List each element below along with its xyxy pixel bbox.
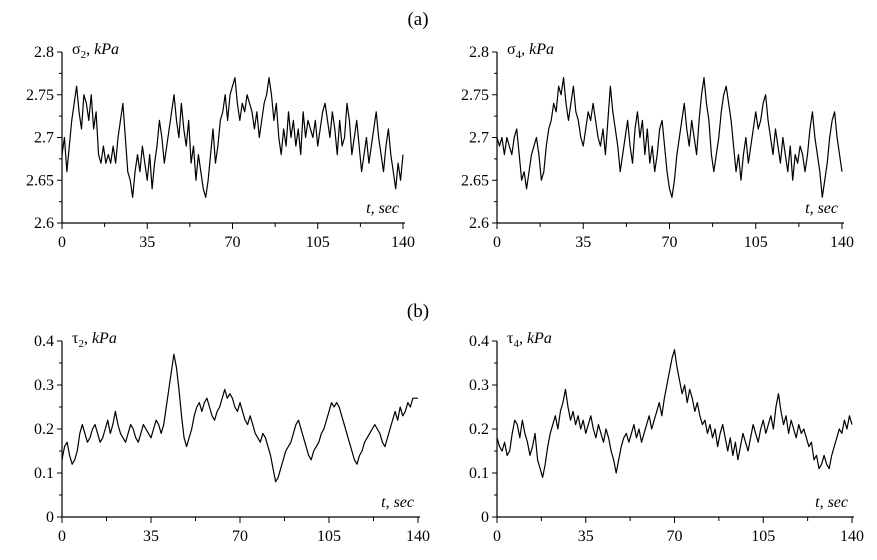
y-tick-label: 2.75 bbox=[461, 87, 489, 104]
y-axis-label-subscript: 4 bbox=[513, 338, 519, 350]
x-tick-label: 70 bbox=[232, 528, 248, 545]
x-axis-label: t, sec bbox=[381, 494, 414, 511]
x-tick-label: 105 bbox=[317, 528, 341, 545]
y-axis-label-unit: kPa bbox=[527, 330, 552, 347]
y-tick-label: 0.4 bbox=[469, 333, 489, 350]
series-line-0 bbox=[496, 77, 843, 198]
y-tick-label: 2.8 bbox=[469, 44, 489, 61]
y-axis-label-subscript: 2 bbox=[78, 338, 84, 350]
y-tick-label: 2.7 bbox=[469, 130, 489, 147]
x-tick-label: 35 bbox=[578, 528, 594, 545]
x-axis-label: t, sec bbox=[805, 200, 838, 217]
y-tick-label: 2.65 bbox=[26, 172, 54, 189]
y-tick-label: 0 bbox=[481, 509, 489, 526]
x-tick-label: 0 bbox=[58, 234, 66, 251]
y-tick-label: 0.2 bbox=[34, 421, 54, 438]
y-tick-label: 2.7 bbox=[34, 130, 54, 147]
x-tick-label: 140 bbox=[830, 234, 854, 251]
y-tick-label: 2.75 bbox=[26, 87, 54, 104]
y-tick-label: 0.1 bbox=[34, 465, 54, 482]
y-axis-label-subscript: 2 bbox=[81, 49, 87, 61]
y-tick-label: 2.65 bbox=[461, 172, 489, 189]
x-axis-label: t, sec bbox=[366, 200, 399, 217]
y-tick-label: 2.6 bbox=[34, 215, 54, 232]
y-axis-label-symbol: σ bbox=[72, 41, 81, 58]
x-tick-label: 0 bbox=[58, 528, 66, 545]
y-tick-label: 0 bbox=[46, 509, 54, 526]
panel-label-a: (a) bbox=[407, 9, 428, 30]
y-axis-label-comma: , bbox=[519, 330, 527, 347]
series-line-0 bbox=[496, 349, 853, 478]
series-line-0 bbox=[61, 353, 418, 483]
x-tick-label: 105 bbox=[751, 528, 775, 545]
y-axis-label-unit: kPa bbox=[529, 41, 554, 58]
x-tick-label: 0 bbox=[493, 234, 501, 251]
chart-3: 0 0.1 0.2 0.3 0.4 0 35 70 105 140 τ4, kPa t, sec bbox=[469, 330, 864, 545]
y-tick-label: 2.8 bbox=[34, 44, 54, 61]
x-tick-label: 35 bbox=[143, 528, 159, 545]
x-tick-label: 140 bbox=[840, 528, 864, 545]
y-tick-label: 2.6 bbox=[469, 215, 489, 232]
x-tick-label: 70 bbox=[662, 234, 678, 251]
x-tick-label: 105 bbox=[744, 234, 768, 251]
x-tick-label: 70 bbox=[667, 528, 683, 545]
y-axis-label: τ2, kPa bbox=[72, 330, 117, 350]
x-tick-label: 140 bbox=[391, 234, 415, 251]
y-tick-label: 0.3 bbox=[469, 377, 489, 394]
panel-label-b: (b) bbox=[407, 301, 429, 322]
y-axis-label-unit: kPa bbox=[94, 41, 119, 58]
x-tick-label: 140 bbox=[406, 528, 430, 545]
chart-2: 0 0.1 0.2 0.3 0.4 0 35 70 105 140 τ2, kPa t, sec bbox=[34, 330, 430, 545]
y-axis-label-subscript: 4 bbox=[516, 49, 522, 61]
y-axis-label: σ2, kPa bbox=[72, 41, 119, 61]
y-axis-label-symbol: τ bbox=[72, 330, 79, 347]
chart-0: 2.6 2.65 2.7 2.75 2.8 0 35 70 105 140 σ2, kPa t, se… bbox=[26, 41, 415, 251]
x-tick-label: 105 bbox=[306, 234, 330, 251]
y-axis-label-symbol: σ bbox=[507, 41, 516, 58]
y-axis-label-comma: , bbox=[86, 41, 94, 58]
series-line-0 bbox=[61, 77, 404, 198]
y-axis-label-comma: , bbox=[521, 41, 529, 58]
chart-1: 2.6 2.65 2.7 2.75 2.8 0 35 70 105 140 σ4, kPa t, se… bbox=[461, 41, 854, 251]
y-axis-label: σ4, kPa bbox=[507, 41, 554, 61]
x-tick-label: 70 bbox=[225, 234, 241, 251]
y-axis-label-unit: kPa bbox=[92, 330, 117, 347]
y-tick-label: 0.3 bbox=[34, 377, 54, 394]
x-tick-label: 35 bbox=[575, 234, 591, 251]
y-axis-label-comma: , bbox=[84, 330, 92, 347]
y-tick-label: 0.2 bbox=[469, 421, 489, 438]
y-axis-label-symbol: τ bbox=[507, 330, 514, 347]
x-axis-label: t, sec bbox=[815, 494, 848, 511]
y-axis-label: τ4, kPa bbox=[507, 330, 552, 350]
y-tick-label: 0.4 bbox=[34, 333, 54, 350]
x-tick-label: 35 bbox=[139, 234, 155, 251]
x-tick-label: 0 bbox=[493, 528, 501, 545]
y-tick-label: 0.1 bbox=[469, 465, 489, 482]
